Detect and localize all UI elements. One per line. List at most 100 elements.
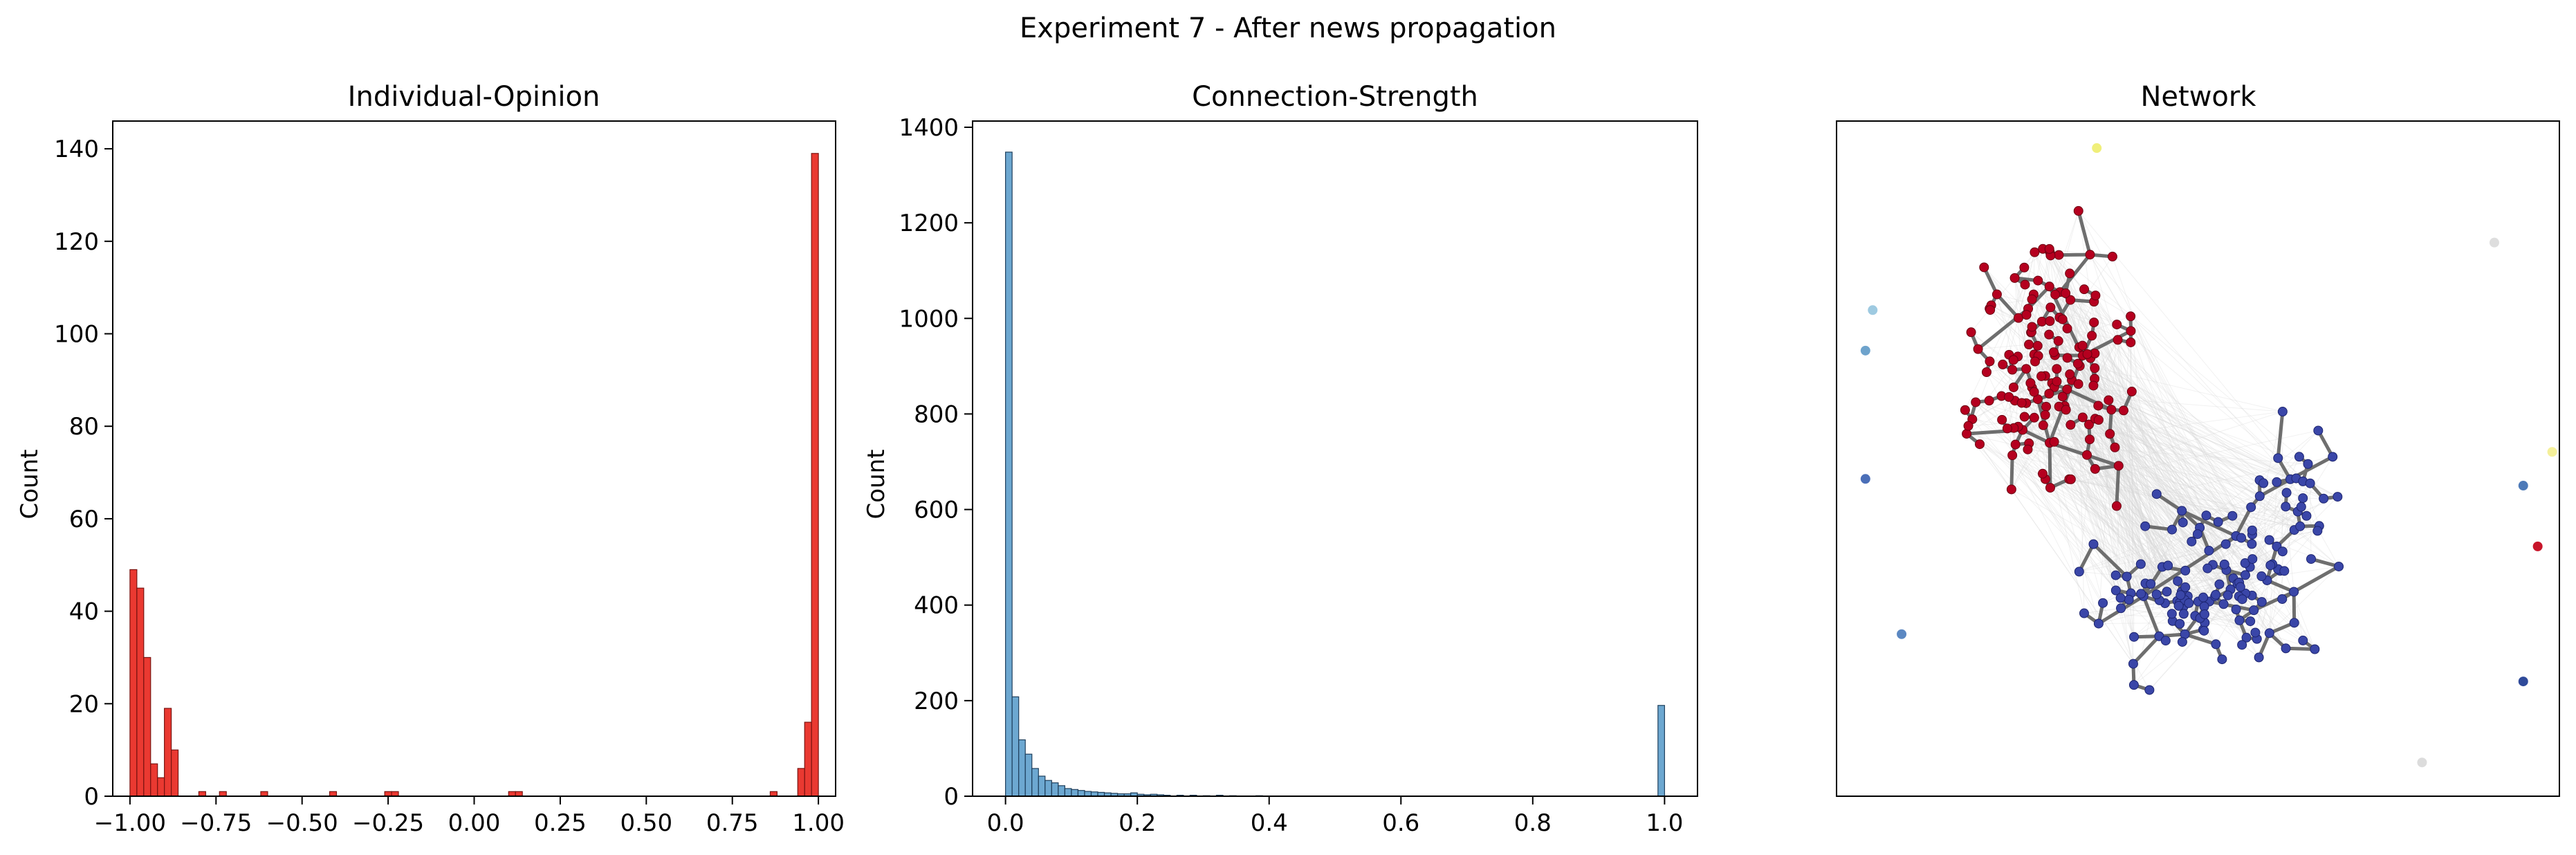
network-edge-strong [2077,542,2095,573]
network-edge-faint [2027,449,2205,615]
network-edge-faint [2285,506,2294,592]
network-edge-faint [2128,316,2131,600]
network-node-isolated [2532,541,2543,551]
network-node [2050,289,2061,300]
ytick-label: 800 [914,401,959,428]
network-node [2305,478,2315,488]
network-node [2008,355,2018,365]
network-node [1975,439,1985,450]
network-node [2303,459,2313,469]
network-edge-faint [1966,433,2012,490]
network-edge-faint [2079,365,2133,392]
network-node [2081,450,2092,460]
network-node [2301,511,2312,521]
network-node [2198,592,2209,603]
network-edge-faint [2078,383,2310,484]
histogram-bar [1031,768,1039,797]
network-node [2118,405,2128,416]
network-nodes [1860,143,2557,768]
network-node [2167,524,2178,535]
xtick-label: 0.8 [1514,809,1552,837]
network-node [2140,521,2151,531]
network-edge-faint [2003,315,2131,365]
network-node [2126,311,2136,322]
network-edge-faint [2043,425,2146,584]
network-edge-faint [2054,355,2246,594]
network-node [2234,615,2245,625]
network-node [2247,525,2257,535]
network-node [2250,627,2261,638]
network-node [2219,559,2229,569]
network-edge-faint [2269,530,2318,541]
histogram-bar [1051,782,1059,797]
network-edge-faint [2133,529,2173,686]
histogram-bar [1058,785,1065,797]
network-edge-faint [2031,331,2099,421]
network-node [2093,415,2104,425]
network-edge-faint [2057,368,2261,497]
network-edge-faint [2027,308,2270,540]
histogram-bar [797,768,805,797]
chart-network: Network [1836,81,2560,797]
network-edge-faint [2008,252,2035,355]
histogram-bar [804,721,812,797]
network-node [2116,603,2126,614]
network-node [2023,444,2033,454]
network-edge-strong [2058,252,2092,294]
network-edge-faint [2083,288,2277,547]
network-node [2085,250,2095,260]
network-edge-faint [2079,497,2303,572]
network-edge-faint [2054,367,2095,442]
network-edge-faint [2079,544,2226,572]
network-edge-faint [2133,629,2204,686]
network-node [2105,429,2115,439]
network-edge-faint [1966,284,2025,434]
network-node [2295,521,2306,531]
network-node [2264,628,2274,638]
network-node [2010,439,2021,450]
network-edge-faint [1991,304,2110,434]
network-edge-faint [2045,376,2117,506]
network-node [2098,598,2108,608]
network-node [2079,284,2090,295]
network-node [2296,502,2306,512]
network-edge-faint [2086,454,2117,576]
xtick-label: −1.00 [94,809,166,837]
network-node-isolated [2092,143,2102,154]
network-node [2002,423,2012,434]
network-edge-faint [2034,361,2169,566]
network-node [2110,442,2120,452]
network-edge-faint [2123,410,2169,566]
network-node [2298,635,2308,645]
network-edge-faint [2091,335,2151,585]
network-edge-faint [2054,441,2229,596]
network-edge-faint [2089,254,2271,566]
network-edge-faint [1971,331,2262,577]
network-node [2223,590,2233,600]
network-node-isolated [1868,305,1878,315]
network-edge-faint [2180,609,2254,625]
network-node [2126,326,2136,336]
network-edge-strong [2207,600,2256,612]
network-edge-faint [2093,322,2184,523]
network-edge-faint [2269,566,2339,634]
network-edge-faint [2070,300,2264,484]
network-node [2312,526,2323,536]
network-edge-faint [2078,210,2173,530]
network-node [2110,570,2121,580]
network-edge-faint [2049,393,2283,412]
network-node [2247,554,2258,564]
network-node [2151,589,2162,600]
network-node [2281,502,2291,512]
network-edge-faint [1968,416,2083,427]
network-edge-faint [2058,255,2132,594]
network-node [2129,632,2140,642]
network-node-isolated [1860,474,1870,484]
network-node [2061,288,2071,298]
network-node [1998,359,2008,369]
xtick-label: 0.0 [987,809,1024,837]
network-edge-faint [2059,317,2281,571]
network-node [2227,511,2238,521]
